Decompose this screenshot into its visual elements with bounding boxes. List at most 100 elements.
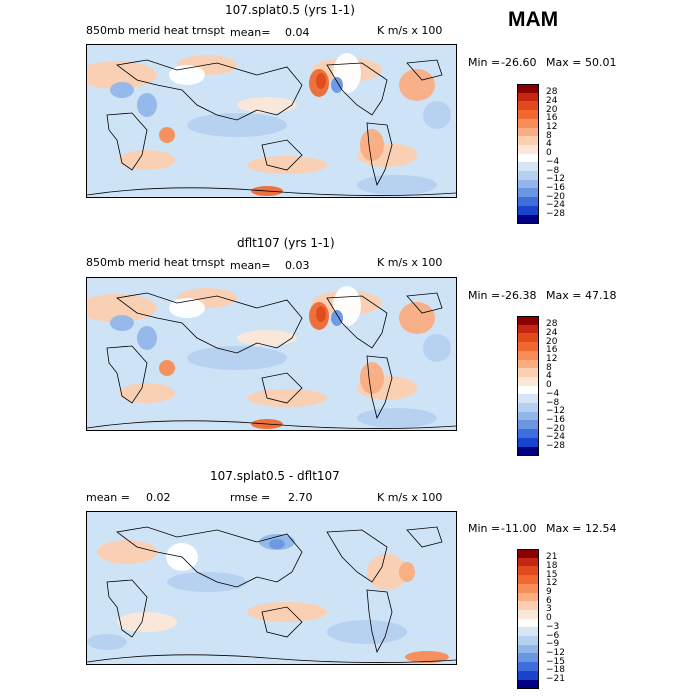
colorbar-label: 24 xyxy=(546,95,558,106)
colorbar-swatch xyxy=(517,653,539,663)
colorbar-swatch xyxy=(517,153,539,163)
colorbar-swatch xyxy=(517,420,539,430)
panel1-units: K m/s x 100 xyxy=(377,24,443,37)
coastline xyxy=(366,589,393,654)
colorbar-label: 28 xyxy=(546,87,558,98)
coastline xyxy=(326,295,388,349)
field-blob xyxy=(423,101,451,129)
colorbar-label: −12 xyxy=(546,406,565,417)
colorbar-swatch xyxy=(517,333,539,343)
panel1-mean-value: 0.04 xyxy=(285,26,310,39)
colorbar-swatch xyxy=(517,385,539,395)
coastline xyxy=(106,112,148,171)
field-blob xyxy=(327,620,407,644)
colorbar-label: 28 xyxy=(546,319,558,330)
colorbar-swatch xyxy=(517,188,539,198)
field-blob xyxy=(137,93,157,117)
colorbar-label: 20 xyxy=(546,104,558,115)
antarctica-coastline xyxy=(87,187,456,196)
coastline xyxy=(406,526,443,548)
panel1-min-value: -26.60 xyxy=(501,56,537,69)
colorbar-label: −20 xyxy=(546,191,565,202)
coastline xyxy=(261,139,303,171)
colorbar-label: 6 xyxy=(546,595,552,606)
colorbar-swatch xyxy=(517,368,539,378)
colorbar-swatch xyxy=(517,171,539,180)
colorbar-label: −8 xyxy=(546,165,560,176)
coastline xyxy=(116,59,303,121)
colorbar-label: −8 xyxy=(546,397,560,408)
panel2-subtitle: 850mb merid heat trnspt xyxy=(86,256,225,269)
panel3-min-value: -11.00 xyxy=(501,522,537,535)
colorbar-label: 21 xyxy=(546,552,558,563)
colorbar-swatch xyxy=(517,101,539,111)
colorbar-swatch xyxy=(517,670,539,680)
panel3-max-label: Max = xyxy=(546,522,582,535)
colorbar-label: −9 xyxy=(546,639,560,650)
field-blob xyxy=(331,310,343,326)
panel2-map-svg xyxy=(87,286,456,429)
colorbar-label: −4 xyxy=(546,156,560,167)
field-blob xyxy=(87,634,127,650)
panel1-map xyxy=(86,44,457,198)
panel3-units: K m/s x 100 xyxy=(377,491,443,504)
coastline xyxy=(406,292,443,314)
coastline xyxy=(326,62,388,116)
colorbar-swatch xyxy=(517,324,539,334)
colorbar-label: 0 xyxy=(546,613,552,624)
coastline xyxy=(116,526,303,588)
field-blob xyxy=(117,612,177,632)
field-blob xyxy=(367,554,407,590)
field-blob xyxy=(187,113,287,137)
colorbar-label: −20 xyxy=(546,423,565,434)
field-blob xyxy=(399,302,435,334)
colorbar-swatch xyxy=(517,662,539,672)
panel2-max-label: Max = xyxy=(546,289,582,302)
colorbar-swatch xyxy=(517,583,539,593)
colorbar-label: 4 xyxy=(546,371,552,382)
field-blob xyxy=(110,315,134,331)
colorbar-swatch xyxy=(517,601,539,611)
colorbar-swatch xyxy=(517,376,539,386)
colorbar-swatch xyxy=(517,437,539,447)
field-blob xyxy=(360,362,384,394)
coastline xyxy=(366,355,393,420)
field-blob xyxy=(405,651,449,663)
panel1-min-label: Min = xyxy=(468,56,501,69)
panel3-max-value: 12.54 xyxy=(585,522,617,535)
panel3-min-label: Min = xyxy=(468,522,501,535)
colorbar-swatch xyxy=(517,394,539,404)
colorbar-label: −28 xyxy=(546,209,565,219)
colorbar-swatch xyxy=(517,446,539,456)
field-blob xyxy=(399,69,435,101)
panel2-min-label: Min = xyxy=(468,289,501,302)
colorbar-swatch xyxy=(517,411,539,421)
colorbar-label: 3 xyxy=(546,604,552,615)
panel3-title: 107.splat0.5 - dflt107 xyxy=(210,469,340,483)
field-blob xyxy=(97,540,157,564)
colorbar-swatch xyxy=(517,110,539,120)
colorbar-swatch xyxy=(517,627,539,637)
colorbar-swatch xyxy=(517,557,539,567)
panel3-mean-label: mean = xyxy=(86,491,130,504)
colorbar-label: 12 xyxy=(546,122,558,132)
panel1-max-value: 50.01 xyxy=(585,56,617,69)
panel2-units: K m/s x 100 xyxy=(377,256,443,269)
coastline xyxy=(326,529,388,583)
colorbar-swatch xyxy=(517,197,539,207)
colorbar-label: 20 xyxy=(546,336,558,347)
field-blob xyxy=(159,360,175,376)
field-blob xyxy=(237,330,297,346)
field-blob xyxy=(110,82,134,98)
colorbar-swatch xyxy=(517,92,539,102)
colorbar-swatch xyxy=(517,127,539,137)
panel2-max-value: 47.18 xyxy=(585,289,617,302)
coastline xyxy=(106,345,148,404)
panel3-rmse-label: rmse = xyxy=(230,491,271,504)
colorbar-swatch xyxy=(517,342,539,352)
field-blob xyxy=(87,61,157,89)
colorbar-swatch xyxy=(517,549,539,558)
panel2-map xyxy=(86,277,457,431)
panel2-min-value: -26.38 xyxy=(501,289,537,302)
colorbar-label: 12 xyxy=(546,578,558,589)
